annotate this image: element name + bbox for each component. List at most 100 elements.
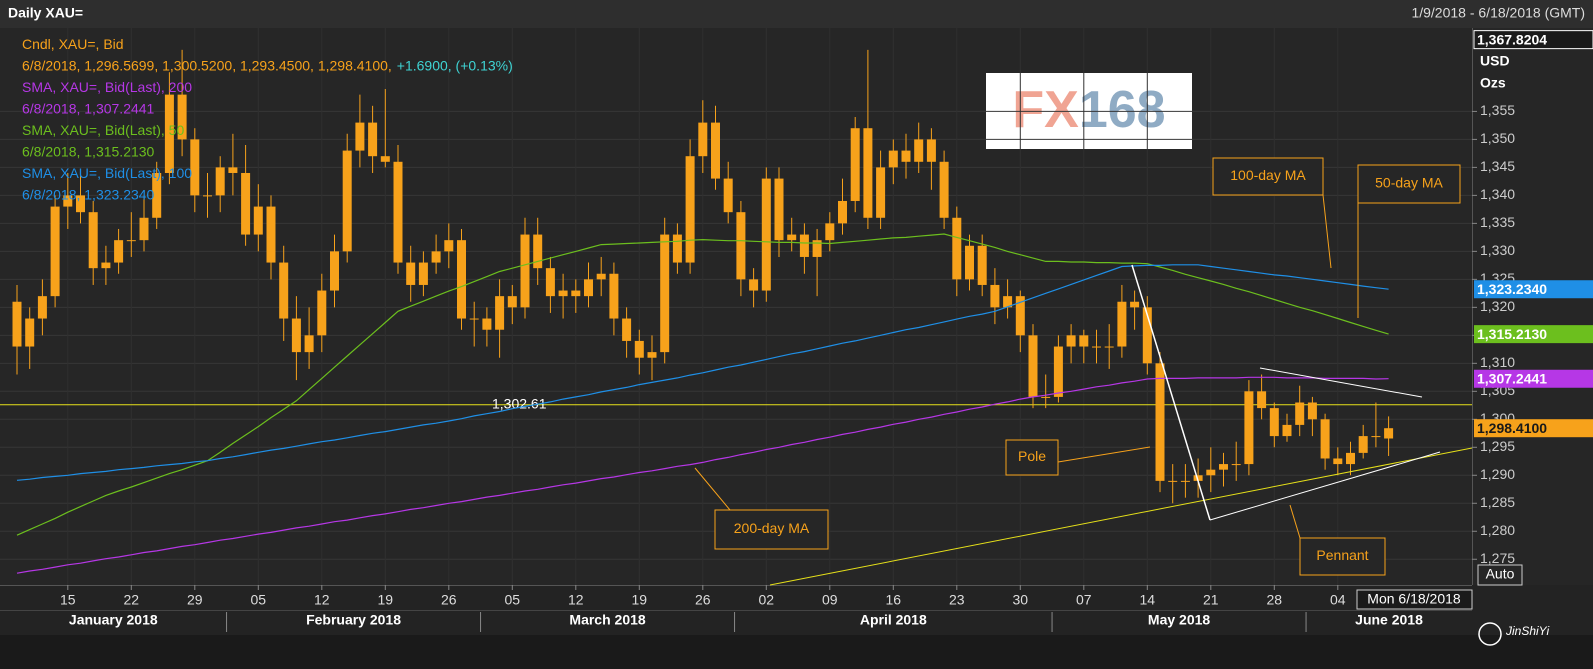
candle-body xyxy=(114,240,124,263)
annotation-leader xyxy=(1322,194,1332,269)
candle-body xyxy=(266,206,276,263)
candle-body xyxy=(1053,346,1063,397)
candle-body xyxy=(330,251,339,291)
x-tick-label: 04 xyxy=(1330,592,1346,608)
candle-body xyxy=(63,195,73,207)
candle-body xyxy=(825,223,835,241)
candle-body xyxy=(380,156,390,162)
candle-body xyxy=(1219,464,1228,470)
candle-body xyxy=(876,167,886,218)
x-tick-label: 28 xyxy=(1267,592,1283,608)
candle-body xyxy=(190,139,200,196)
price-tag xyxy=(1473,30,1593,50)
candle-body xyxy=(647,352,657,358)
ma-line xyxy=(16,376,1389,574)
candle-body xyxy=(533,234,543,269)
legend-text: 6/8/2018, 1,315.2130 xyxy=(22,143,155,159)
candle-body xyxy=(444,240,454,252)
candle-body xyxy=(977,245,987,285)
candle-body xyxy=(660,234,670,353)
legend-entry: 6/8/2018, 1,296.5699, 1,300.5200, 1,293.… xyxy=(22,57,513,73)
logo: FX168 xyxy=(1012,81,1165,139)
legend-entry: 6/8/2018, 1,315.2130 xyxy=(22,143,155,159)
candle-body xyxy=(1142,307,1152,364)
candle-body xyxy=(279,262,289,319)
candle-body xyxy=(558,290,568,297)
legend-text: 6/8/2018, 1,323.2340 xyxy=(22,186,155,202)
candle-body xyxy=(761,178,771,291)
x-tick-label: 29 xyxy=(187,592,203,608)
candle-body xyxy=(901,150,911,162)
month-label: June 2018 xyxy=(1355,612,1423,628)
candle-body xyxy=(253,206,263,235)
candle-body xyxy=(317,290,327,336)
x-tick-label: 30 xyxy=(1013,592,1029,608)
candle-body xyxy=(215,167,225,196)
candle-body xyxy=(812,240,822,257)
candle-body xyxy=(1092,346,1101,348)
legend-text: 6/8/2018, 1,296.5699, 1,300.5200, 1,293.… xyxy=(22,57,392,73)
cursor-box xyxy=(1356,589,1473,610)
auto-button[interactable] xyxy=(1477,564,1523,586)
x-tick-label: 15 xyxy=(60,592,76,608)
candle-body xyxy=(1358,436,1368,453)
annotation: Pole xyxy=(1018,448,1046,464)
y-tick-label: 1,330 xyxy=(1480,242,1515,258)
candle-body xyxy=(228,167,238,173)
legend-change: +1.6900, (+0.13%) xyxy=(397,57,513,73)
price-tag xyxy=(1474,280,1593,299)
candle-body xyxy=(1307,402,1317,420)
candle-body xyxy=(571,290,581,297)
candle-body xyxy=(1269,408,1279,437)
legend-entry: Cndl, XAU=, Bid xyxy=(22,36,124,52)
currency-label: USD xyxy=(1480,53,1510,69)
candle-body xyxy=(774,178,784,241)
candle-body xyxy=(1333,458,1343,465)
candle-body xyxy=(507,296,517,308)
auto-label[interactable]: Auto xyxy=(1486,566,1515,582)
x-tick-label: 05 xyxy=(505,592,521,608)
candle-body xyxy=(406,262,416,285)
x-tick-label: 09 xyxy=(822,592,838,608)
pennant-line xyxy=(1259,367,1423,398)
candle-body xyxy=(799,234,809,257)
candle-body xyxy=(1257,391,1267,409)
x-tick-label: 22 xyxy=(124,592,140,608)
candle-body xyxy=(304,335,314,353)
pennant-line xyxy=(1209,451,1441,521)
annotation: 200-day MA xyxy=(734,520,810,536)
candle-body xyxy=(368,122,378,157)
month-label: May 2018 xyxy=(1148,612,1210,628)
annotation-box xyxy=(1299,537,1386,576)
candle-body xyxy=(520,234,530,308)
candle-body xyxy=(1015,296,1025,336)
legend-text: 6/8/2018, 1,307.2441 xyxy=(22,100,155,116)
x-tick-label: 21 xyxy=(1203,592,1219,608)
candle-body xyxy=(1104,346,1114,348)
candle-body xyxy=(1168,480,1178,482)
candle-body xyxy=(12,301,22,347)
candle-body xyxy=(1041,396,1051,398)
price-tag xyxy=(1474,325,1593,344)
candle-body xyxy=(850,128,860,201)
candle-body xyxy=(126,240,136,242)
candle-body xyxy=(914,139,924,162)
candle-body xyxy=(431,251,441,263)
trend-line xyxy=(769,447,1473,586)
candle-body xyxy=(418,262,428,285)
y-tick-label: 1,275 xyxy=(1480,550,1515,566)
candle-body xyxy=(990,284,1000,308)
month-label: January 2018 xyxy=(69,612,158,628)
annotation: 50-day MA xyxy=(1375,175,1443,191)
annotation: 100-day MA xyxy=(1230,167,1306,183)
y-tick-label: 1,285 xyxy=(1480,494,1515,510)
x-tick-label: 16 xyxy=(886,592,902,608)
candle-body xyxy=(723,178,733,213)
y-tick-label: 1,345 xyxy=(1480,158,1515,174)
plot-area xyxy=(0,28,1472,585)
candle-body xyxy=(939,161,949,218)
legend-entry: SMA, XAU=, Bid(Last), 200 xyxy=(22,79,192,95)
level-label: 1,302.61 xyxy=(492,395,547,411)
